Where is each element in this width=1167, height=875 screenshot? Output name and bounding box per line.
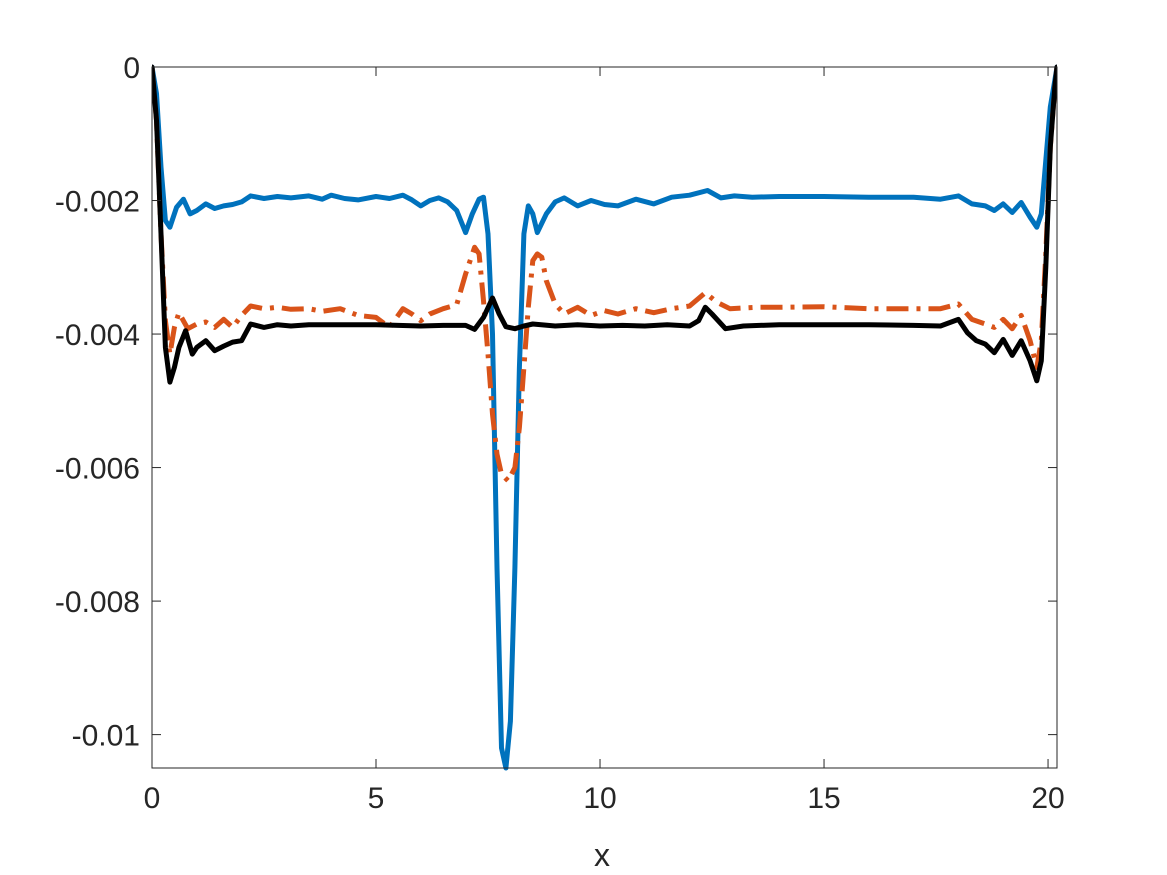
plot-area (152, 67, 1057, 768)
x-tick-label: 15 (807, 782, 840, 815)
series-line-1 (152, 64, 1057, 771)
x-tick-label: 5 (368, 782, 385, 815)
x-tick-label: 20 (1031, 782, 1064, 815)
y-tick-label: 0 (123, 52, 140, 85)
plot-background (152, 67, 1057, 768)
y-tick-label: -0.006 (55, 453, 140, 486)
series-group (152, 64, 1057, 771)
x-tick-labels: 0 5 10 15 20 (144, 782, 1065, 815)
axes (151, 66, 1058, 769)
x-tick-label: 10 (583, 782, 616, 815)
y-tick-labels: 0 -0.002 -0.004 -0.006 -0.008 -0.01 (55, 52, 140, 753)
y-tick-label: -0.01 (72, 720, 140, 753)
y-tick-label: -0.004 (55, 319, 140, 352)
axes-box (151, 66, 1058, 769)
series-line-3 (152, 64, 1057, 385)
y-tick-label: -0.002 (55, 186, 140, 219)
x-axis-label: x (594, 837, 610, 873)
y-tick-label: -0.008 (55, 586, 140, 619)
x-tick-label: 0 (144, 782, 161, 815)
